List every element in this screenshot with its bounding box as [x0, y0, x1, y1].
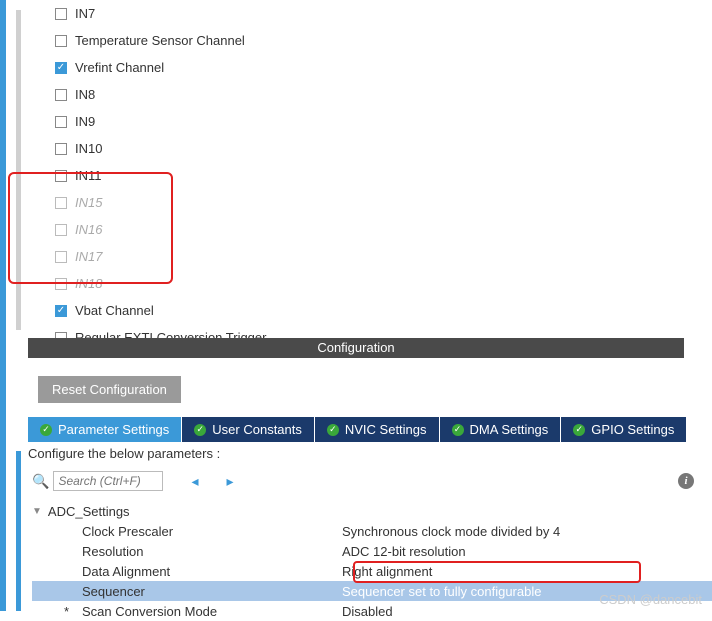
param-value[interactable]: Sequencer set to fully configurable	[342, 584, 541, 599]
check-icon: ✓	[40, 424, 52, 436]
channel-checkbox[interactable]: ✓	[55, 62, 67, 74]
check-icon: ✓	[573, 424, 585, 436]
channel-label: IN16	[75, 222, 102, 237]
tab-label: NVIC Settings	[345, 422, 427, 437]
param-label: Scan Conversion Mode	[82, 604, 342, 619]
channel-row: Temperature Sensor Channel	[55, 27, 712, 54]
prev-result-icon[interactable]: ◂	[191, 473, 198, 490]
channel-label: IN15	[75, 195, 102, 210]
channel-row: Regular EXTI Conversion Trigger	[55, 324, 712, 338]
check-icon: ✓	[452, 424, 464, 436]
param-value[interactable]: Synchronous clock mode divided by 4	[342, 524, 560, 539]
check-icon: ✓	[327, 424, 339, 436]
param-subheading: Configure the below parameters :	[28, 442, 712, 465]
channel-checkbox[interactable]: ✓	[55, 305, 67, 317]
tab-nvic-settings[interactable]: ✓ NVIC Settings	[315, 417, 439, 442]
channel-checkbox[interactable]	[55, 89, 67, 101]
param-value[interactable]: Disabled	[342, 604, 393, 619]
channel-checkbox	[55, 224, 67, 236]
param-label: Sequencer	[32, 584, 342, 599]
channel-label: Vbat Channel	[75, 303, 154, 318]
param-value[interactable]: ADC 12-bit resolution	[342, 544, 466, 559]
collapse-icon: ▼	[32, 506, 42, 517]
channel-label: IN8	[75, 87, 95, 102]
param-row[interactable]: ResolutionADC 12-bit resolution	[32, 541, 712, 561]
channel-row: ✓ Vrefint Channel	[55, 54, 712, 81]
channel-row: IN8	[55, 81, 712, 108]
param-row[interactable]: Data AlignmentRight alignment	[32, 561, 712, 581]
channel-checkbox[interactable]	[55, 332, 67, 339]
tab-gpio-settings[interactable]: ✓ GPIO Settings	[561, 417, 686, 442]
tab-user-constants[interactable]: ✓ User Constants	[182, 417, 314, 442]
channel-list: IN7 Temperature Sensor Channel ✓ Vrefint Ch…	[0, 0, 712, 338]
channel-label: Regular EXTI Conversion Trigger	[75, 330, 266, 338]
check-icon: ✓	[194, 424, 206, 436]
channel-checkbox[interactable]	[55, 35, 67, 47]
channel-checkbox	[55, 251, 67, 263]
channel-checkbox[interactable]	[55, 116, 67, 128]
channel-label: IN17	[75, 249, 102, 264]
param-row[interactable]: Clock PrescalerSynchronous clock mode di…	[32, 521, 712, 541]
param-scrollbar[interactable]	[16, 451, 21, 611]
param-label: Resolution	[32, 544, 342, 559]
channel-label: IN7	[75, 6, 95, 21]
modified-indicator: *	[32, 604, 82, 619]
channel-row: IN16	[55, 216, 712, 243]
tab-label: Parameter Settings	[58, 422, 169, 437]
channel-checkbox[interactable]	[55, 170, 67, 182]
channel-row: ✓ Vbat Channel	[55, 297, 712, 324]
watermark: CSDN @dancebit	[599, 592, 702, 607]
settings-tabs: ✓ Parameter Settings ✓ User Constants ✓ NVIC …	[28, 417, 712, 442]
channel-label: Vrefint Channel	[75, 60, 164, 75]
configuration-header: Configuration	[28, 338, 684, 358]
channel-row: IN11	[55, 162, 712, 189]
param-label: Clock Prescaler	[32, 524, 342, 539]
channel-checkbox	[55, 197, 67, 209]
tab-dma-settings[interactable]: ✓ DMA Settings	[440, 417, 561, 442]
channel-label: IN10	[75, 141, 102, 156]
channel-label: IN9	[75, 114, 95, 129]
channel-row: IN7	[55, 0, 712, 27]
search-input[interactable]	[53, 471, 163, 491]
search-row: 🔍 ◂ ▸ i	[32, 471, 712, 491]
channel-checkbox[interactable]	[55, 143, 67, 155]
next-result-icon[interactable]: ▸	[226, 473, 233, 490]
info-icon[interactable]: i	[678, 473, 694, 489]
tree-group-adc-settings[interactable]: ▼ ADC_Settings	[32, 501, 712, 521]
tab-label: User Constants	[212, 422, 302, 437]
tab-parameter-settings[interactable]: ✓ Parameter Settings	[28, 417, 181, 442]
channel-row: IN10	[55, 135, 712, 162]
channel-label: IN11	[75, 168, 102, 183]
channel-row: IN15	[55, 189, 712, 216]
channel-row: IN17	[55, 243, 712, 270]
search-icon[interactable]: 🔍	[32, 473, 49, 490]
tree-group-label: ADC_Settings	[48, 504, 130, 519]
param-value[interactable]: Right alignment	[342, 564, 432, 579]
channel-row: IN18	[55, 270, 712, 297]
configuration-panel: Reset Configuration ✓Parameter Settings✓…	[0, 358, 712, 621]
tab-label: DMA Settings	[470, 422, 549, 437]
channel-label: Temperature Sensor Channel	[75, 33, 245, 48]
channel-checkbox	[55, 278, 67, 290]
channel-row: IN9	[55, 108, 712, 135]
reset-configuration-button[interactable]: Reset Configuration	[38, 376, 181, 403]
tab-label: GPIO Settings	[591, 422, 674, 437]
channel-checkbox[interactable]	[55, 8, 67, 20]
channel-label: IN18	[75, 276, 102, 291]
param-label: Data Alignment	[32, 564, 342, 579]
